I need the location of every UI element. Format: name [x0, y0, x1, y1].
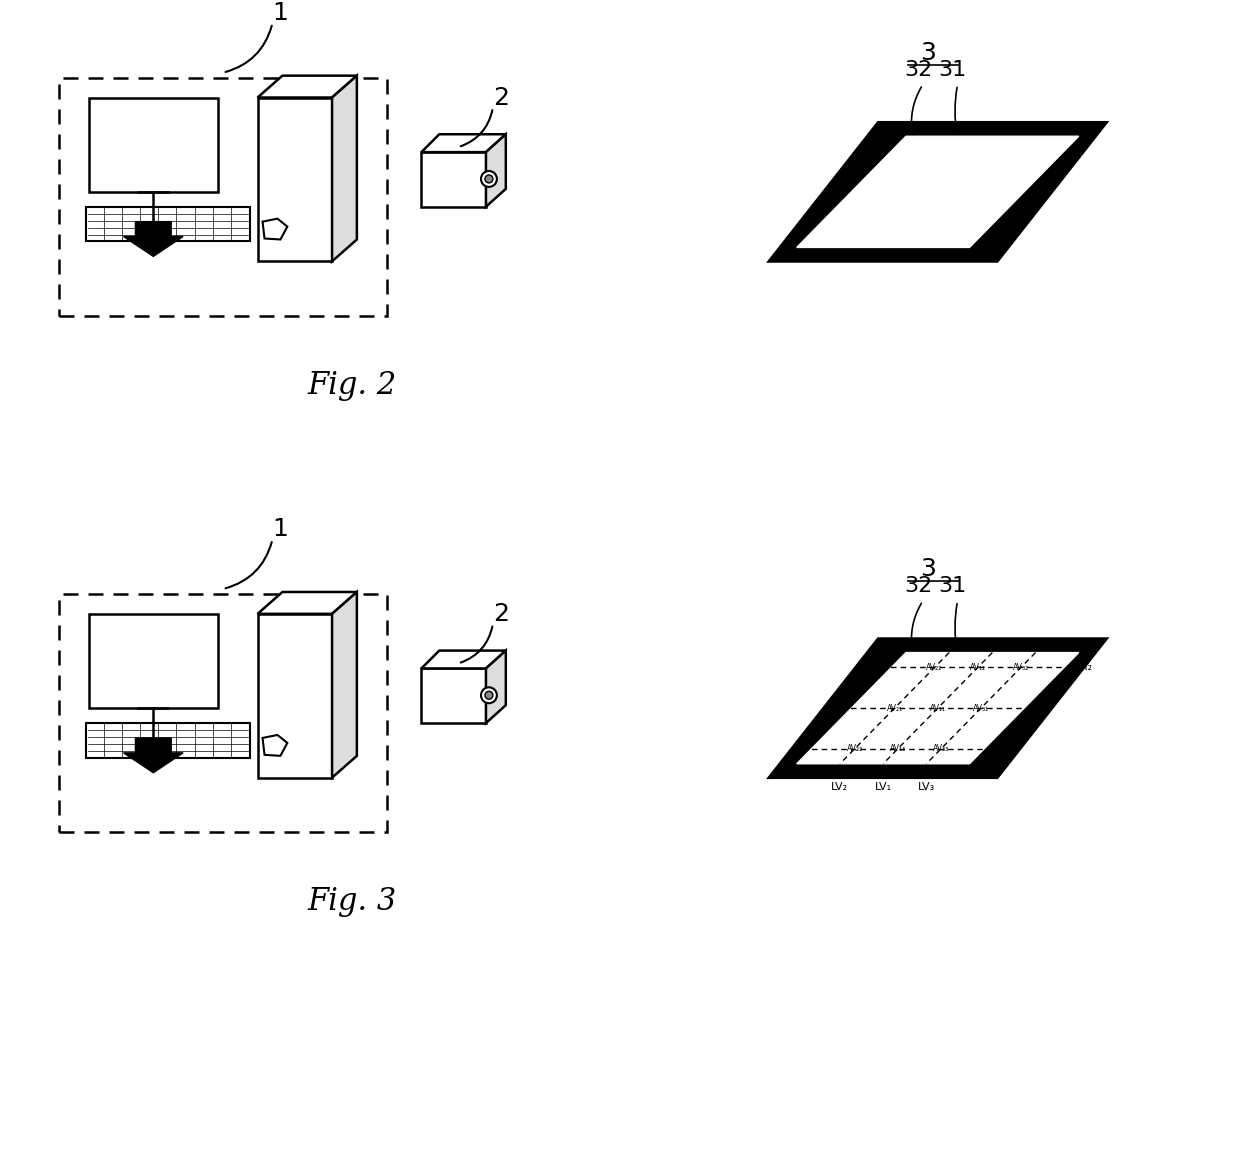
Text: 3: 3 — [920, 557, 936, 582]
Circle shape — [485, 175, 494, 182]
Bar — [86, 724, 249, 758]
Text: LH₃: LH₃ — [994, 744, 1013, 754]
Bar — [422, 152, 486, 207]
Polygon shape — [486, 651, 506, 724]
Text: AV₃₁: AV₃₁ — [973, 704, 990, 713]
Circle shape — [485, 691, 494, 699]
Circle shape — [481, 688, 497, 703]
Text: AV₂₃: AV₂₃ — [847, 744, 863, 754]
Text: AV₁₁: AV₁₁ — [930, 704, 946, 713]
Text: AV₁₃: AV₁₃ — [889, 744, 905, 754]
Bar — [258, 98, 332, 261]
Polygon shape — [258, 76, 357, 98]
Text: 1: 1 — [273, 1, 289, 25]
Text: AV₂₂: AV₂₂ — [926, 662, 942, 672]
Text: AV₁₂: AV₁₂ — [970, 662, 986, 672]
Bar — [86, 207, 249, 241]
Text: AV₃₃: AV₃₃ — [932, 744, 949, 754]
Text: 2: 2 — [492, 602, 508, 625]
Bar — [89, 614, 218, 709]
Polygon shape — [124, 222, 184, 256]
Text: 32: 32 — [904, 60, 932, 80]
Polygon shape — [258, 592, 357, 614]
Text: 2: 2 — [492, 85, 508, 110]
Polygon shape — [263, 735, 288, 756]
Bar — [89, 98, 218, 192]
Polygon shape — [422, 134, 506, 152]
Bar — [60, 77, 387, 316]
Polygon shape — [486, 134, 506, 207]
Text: 31: 31 — [939, 576, 967, 595]
Polygon shape — [769, 638, 1106, 778]
Polygon shape — [263, 218, 288, 240]
Text: LV₃: LV₃ — [918, 781, 935, 792]
Polygon shape — [422, 651, 506, 668]
Text: Fig. 3: Fig. 3 — [308, 886, 397, 917]
Text: Fig. 2: Fig. 2 — [308, 370, 397, 400]
Polygon shape — [769, 122, 1106, 261]
Polygon shape — [332, 76, 357, 261]
Text: LH₁: LH₁ — [1034, 703, 1053, 713]
Circle shape — [481, 171, 497, 187]
Text: 1: 1 — [273, 517, 289, 541]
Text: AV₃₂: AV₃₂ — [1013, 662, 1029, 672]
Bar — [422, 668, 486, 724]
Text: AV₂₁: AV₂₁ — [887, 704, 903, 713]
Text: LV₂: LV₂ — [831, 781, 848, 792]
Polygon shape — [797, 652, 1079, 764]
Text: LH₂: LH₂ — [1074, 662, 1094, 673]
Text: 32: 32 — [904, 576, 932, 595]
Bar — [60, 594, 387, 832]
Polygon shape — [332, 592, 357, 778]
Bar — [258, 614, 332, 778]
Text: 31: 31 — [939, 60, 967, 80]
Polygon shape — [124, 737, 184, 773]
Polygon shape — [797, 136, 1079, 247]
Text: 3: 3 — [920, 40, 936, 65]
Text: LV₁: LV₁ — [874, 781, 892, 792]
